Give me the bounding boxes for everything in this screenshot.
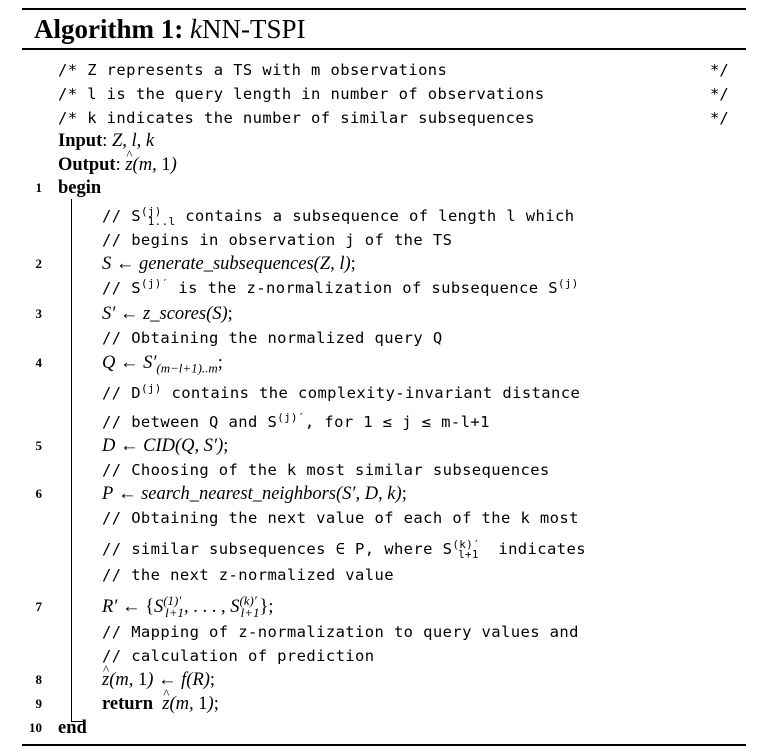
comment-line: // Mapping of z-normalization to query v…	[102, 623, 579, 641]
line-number: 2	[35, 256, 43, 271]
comment-line: // S(j)′ is the z-normalization of subse…	[102, 276, 579, 297]
header-comment-1: /* Z represents a TS with m observations	[58, 61, 448, 79]
line-number: 1	[35, 180, 43, 195]
line-number: 8	[35, 672, 43, 687]
comment-line: // the next z-normalized value	[102, 566, 394, 584]
line-number: 10	[29, 720, 42, 735]
end-keyword: end	[58, 718, 87, 738]
header-comment-3: /* k indicates the number of similar sub…	[58, 109, 535, 127]
line-number: 7	[35, 599, 43, 614]
line-number: 5	[35, 438, 43, 453]
begin-keyword: begin	[58, 178, 102, 198]
statement-line: R′ ← {S(1)′l+1, . . . , S(k)′l+1};	[102, 592, 274, 620]
block-bar-tick	[71, 721, 83, 722]
top-rule	[22, 8, 746, 10]
output-line: Output: z(m, 1)	[58, 143, 177, 177]
comment-line: // Choosing of the k most similar subseq…	[102, 461, 550, 479]
bottom-rule	[22, 744, 746, 746]
statement-line: S′ ← z_scores(S);	[102, 304, 233, 324]
algorithm-name-rest: NN-TSPI	[201, 14, 306, 44]
statement-line: P ← search_nearest_neighbors(S′, D, k);	[102, 484, 407, 504]
algorithm-label: Algorithm 1:	[34, 14, 184, 44]
output-label: Output	[58, 155, 116, 175]
input-label: Input	[58, 131, 103, 151]
line-number: 3	[35, 306, 43, 321]
statement-line: z(m, 1) ← f(R);	[102, 658, 215, 692]
statement-line: Q ← S′(m−l+1)..m;	[102, 353, 223, 376]
algorithm-name-italic: k	[189, 14, 202, 44]
comment-line: // D(j) contains the complexity-invarian…	[102, 381, 581, 402]
block-bar	[71, 199, 72, 721]
algorithm-title: Algorithm 1: kNN-TSPI	[34, 12, 305, 46]
comment-line: // Obtaining the next value of each of t…	[102, 509, 579, 527]
comment-line: // between Q and S(j)′, for 1 ≤ j ≤ m-l+…	[102, 410, 490, 431]
return-line: return z(m, 1);	[102, 682, 219, 716]
comment-line: // Obtaining the normalized query Q	[102, 329, 443, 347]
comment-line: // similar subsequences ∈ P, where S(k)′…	[102, 537, 586, 562]
statement-line: D ← CID(Q, S′);	[102, 436, 229, 456]
comment-close-3: */	[710, 109, 729, 127]
input-line: Input: Z, l, k	[58, 131, 155, 151]
header-comment-2: /* l is the query length in number of ob…	[58, 85, 545, 103]
comment-close-2: */	[710, 85, 729, 103]
line-number: 9	[35, 696, 43, 711]
comment-line: // begins in observation j of the TS	[102, 231, 453, 249]
title-rule	[22, 48, 746, 50]
comment-line: // calculation of prediction	[102, 647, 375, 665]
line-number: 4	[35, 355, 43, 370]
comment-line: // S(j)1..l contains a subsequence of le…	[102, 204, 575, 229]
line-number: 6	[35, 486, 43, 501]
comment-close-1: */	[710, 61, 729, 79]
statement-line: S ← generate_subsequences(Z, l);	[102, 254, 356, 274]
